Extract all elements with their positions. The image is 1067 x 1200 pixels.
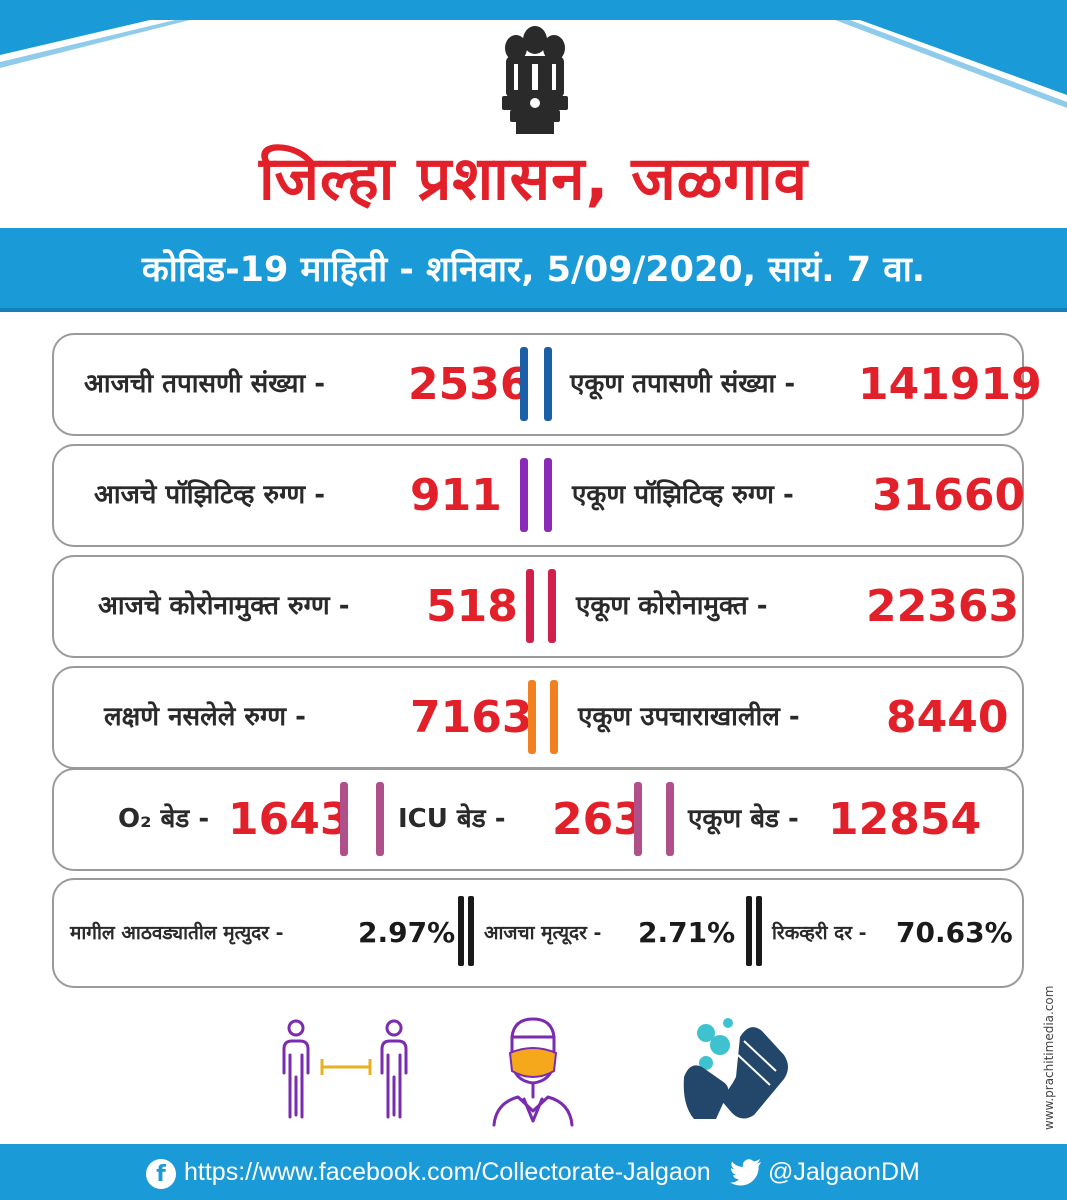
today-tests-label: आजची तपासणी संख्या - [84, 369, 326, 399]
o2-bed-label: O₂ बेड - [118, 804, 210, 834]
recovery-rate-label: रिकव्हरी दर - [772, 922, 867, 944]
stats-row-rates: मागील आठवड्यातील मृत्युदर - 2.97% आजचा म… [52, 878, 1024, 988]
recovery-rate-value: 70.63% [896, 916, 1013, 949]
separator-bar [544, 458, 552, 532]
total-bed-label: एकूण बेड - [688, 804, 799, 834]
today-tests-value: 2536 [408, 359, 531, 410]
twitter-handle[interactable]: @JalgaonDM [768, 1158, 920, 1186]
total-recovered-value: 22363 [866, 581, 1020, 632]
stats-row-beds: O₂ बेड - 1643 ICU बेड - 263 एकूण बेड - 1… [52, 768, 1024, 871]
total-positive-label: एकूण पॉझिटिव्ह रुग्ण - [572, 480, 794, 510]
total-recovered-label: एकूण कोरोनामुक्त - [576, 591, 768, 621]
separator-bar [544, 347, 552, 421]
facebook-link[interactable]: https://www.facebook.com/Collectorate-Ja… [184, 1158, 711, 1186]
today-recovered-label: आजचे कोरोनामुक्त रुग्ण - [98, 591, 350, 621]
separator-bar [548, 569, 556, 643]
under-treatment-label: एकूण उपचाराखालील - [578, 702, 800, 732]
national-emblem-icon [502, 26, 568, 134]
separator-bar [520, 347, 528, 421]
stats-row-recovered: आजचे कोरोनामुक्त रुग्ण - 518 एकूण कोरोना… [52, 555, 1024, 658]
face-mask-icon [492, 1017, 574, 1127]
total-bed-value: 12854 [828, 794, 982, 845]
separator-bar [458, 896, 464, 966]
separator-bar [528, 680, 536, 754]
under-treatment-value: 8440 [886, 692, 1009, 743]
facebook-icon[interactable]: f [146, 1159, 176, 1189]
today-death-rate-value: 2.71% [638, 916, 736, 949]
weekly-death-rate-value: 2.97% [358, 916, 456, 949]
footer-bar: f https://www.facebook.com/Collectorate-… [0, 1144, 1067, 1200]
stats-row-asymptomatic: लक्षणे नसलेले रुग्ण - 7163 एकूण उपचाराखा… [52, 666, 1024, 769]
today-positive-value: 911 [410, 470, 502, 521]
separator-bar [340, 782, 348, 856]
weekly-death-rate-label: मागील आठवड्यातील मृत्युदर - [70, 922, 284, 944]
stats-row-tests: आजची तपासणी संख्या - 2536 एकूण तपासणी सं… [52, 333, 1042, 436]
hand-wash-icon [683, 1018, 788, 1119]
today-death-rate-label: आजचा मृत्यूदर - [484, 922, 602, 944]
page-title: जिल्हा प्रशासन, जळगाव [258, 144, 809, 214]
separator-bar [376, 782, 384, 856]
separator-bar [746, 896, 752, 966]
social-distancing-icon [282, 1019, 408, 1119]
website-watermark: www.prachitimedia.com [1042, 985, 1056, 1130]
o2-bed-value: 1643 [228, 794, 351, 845]
today-recovered-value: 518 [426, 581, 518, 632]
total-tests-value: 141919 [858, 359, 1042, 410]
icu-bed-label: ICU बेड - [398, 804, 506, 834]
separator-bar [468, 896, 474, 966]
icu-bed-value: 263 [552, 794, 644, 845]
header-decoration [0, 0, 1067, 108]
separator-bar [666, 782, 674, 856]
today-positive-label: आजचे पॉझिटिव्ह रुग्ण - [94, 480, 326, 510]
stats-row-positive: आजचे पॉझिटिव्ह रुग्ण - 911 एकूण पॉझिटिव्… [52, 444, 1026, 547]
total-positive-value: 31660 [872, 470, 1026, 521]
asymptomatic-label: लक्षणे नसलेले रुग्ण - [104, 702, 306, 732]
separator-bar [520, 458, 528, 532]
total-tests-label: एकूण तपासणी संख्या - [570, 369, 796, 399]
separator-bar [634, 782, 642, 856]
date-banner: कोविड-19 माहिती - शनिवार, 5/09/2020, साय… [0, 228, 1067, 312]
asymptomatic-value: 7163 [410, 692, 533, 743]
separator-bar [550, 680, 558, 754]
separator-bar [756, 896, 762, 966]
twitter-icon[interactable] [730, 1158, 762, 1186]
separator-bar [526, 569, 534, 643]
